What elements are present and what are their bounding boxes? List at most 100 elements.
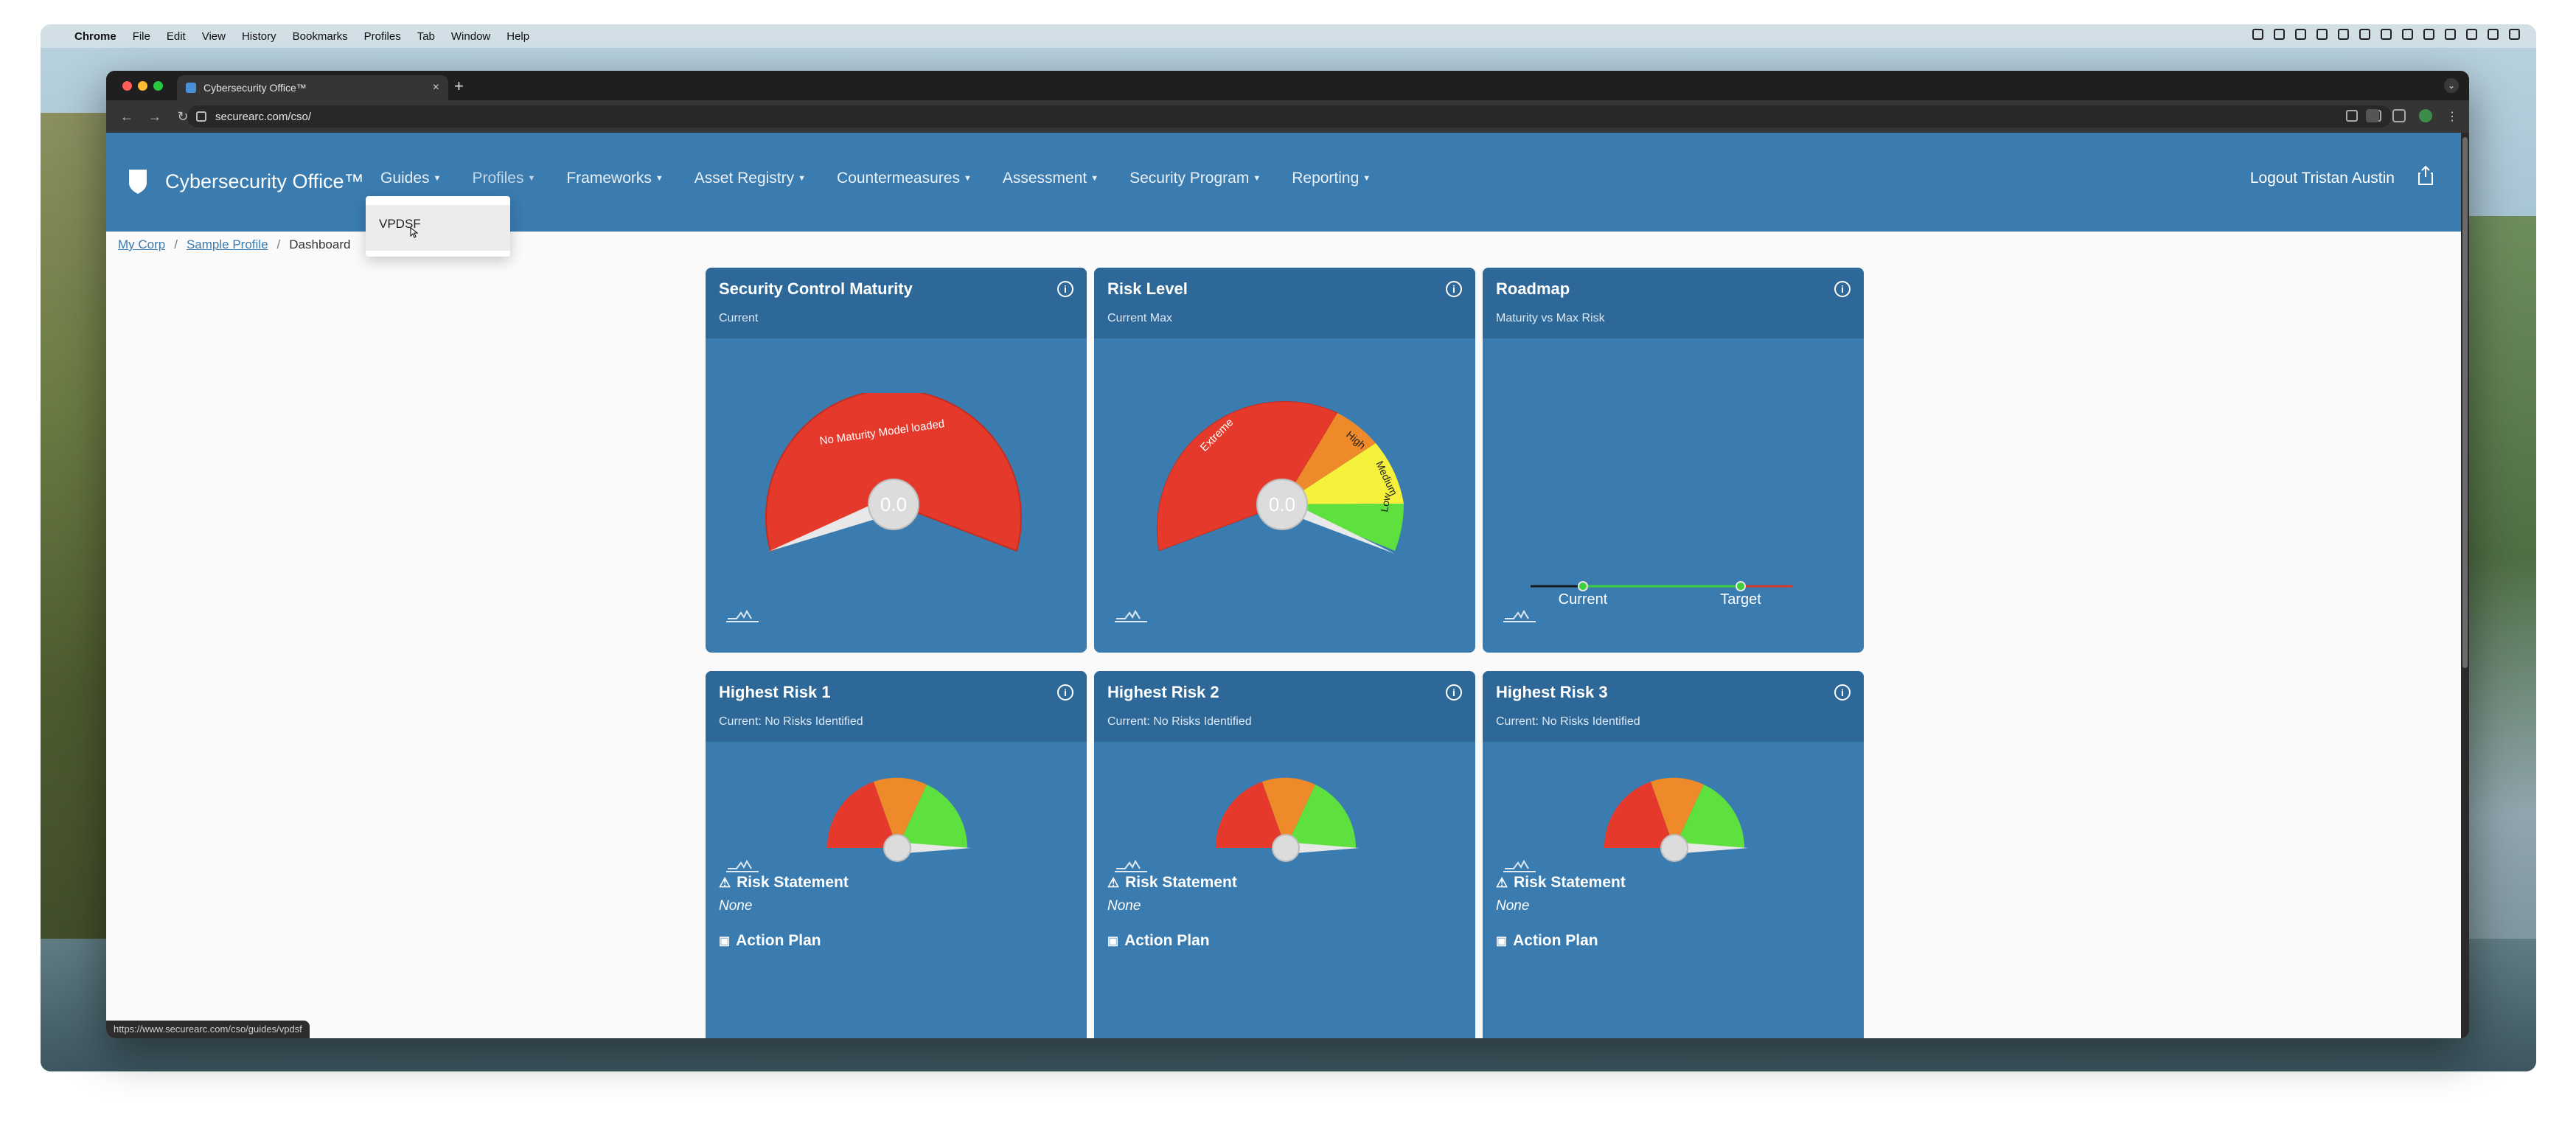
menubar-tab[interactable]: Tab [417,29,435,43]
brand-name: Cybersecurity Office™ [165,170,364,192]
address-bar[interactable]: securearc.com/cso/ [187,105,2392,128]
site-info-icon[interactable] [196,111,206,122]
info-icon[interactable]: i [1834,684,1851,701]
browser-menu-icon[interactable]: ⋮ [2446,111,2458,123]
roadmap-current-label: Current [1559,591,1608,608]
card-header: Highest Risk 2 Current: No Risks Identif… [1094,671,1475,742]
gauge-value: 0.0 [1269,493,1295,515]
trend-chart-icon[interactable] [1113,608,1149,623]
menubar-window[interactable]: Window [450,29,491,43]
new-tab-icon[interactable]: + [454,77,464,95]
card-header: Risk Level Current Max i [1094,268,1475,338]
card-title: Security Control Maturity [719,279,913,298]
info-icon[interactable]: i [1834,281,1851,297]
extensions-puzzle-icon[interactable] [2392,109,2406,122]
menubar-profiles[interactable]: Profiles [363,29,401,43]
favicon-icon [186,83,196,93]
calendar-icon: ▣ [719,935,731,948]
mini-gauge-needle [897,842,971,854]
risk-statement-label-text: Risk Statement [1514,874,1626,891]
caret-down-icon: ▼ [527,174,536,184]
browser-tab[interactable]: Cybersecurity Office™ × [177,75,448,100]
close-tab-icon[interactable]: × [432,81,439,94]
nav-profiles[interactable]: Profiles ▼ [472,170,535,187]
tray-icon[interactable] [2274,29,2285,40]
close-window-icon[interactable] [122,81,132,91]
gauge-arc-maturity [765,393,1022,552]
risk-statement-label: ⚠ Risk Statement [1496,874,1626,892]
nav-assessment[interactable]: Assessment ▼ [1003,170,1099,187]
nav-countermeasures[interactable]: Countermeasures ▼ [837,170,972,187]
zoom-icon[interactable] [2346,110,2358,122]
forward-icon[interactable]: → [148,108,161,124]
nav-frameworks[interactable]: Frameworks ▼ [566,170,663,187]
caret-down-icon: ▼ [433,174,442,184]
trend-chart-icon[interactable] [725,608,760,623]
nav-security-program[interactable]: Security Program ▼ [1129,170,1261,187]
mini-gauge-orange [1651,777,1704,848]
warning-icon: ⚠ [719,875,731,890]
tray-icon[interactable] [2252,29,2263,40]
extension-icon[interactable] [2366,109,2379,122]
mini-gauge-red [826,782,897,848]
tray-icon[interactable] [2338,29,2349,40]
profile-avatar-icon[interactable] [2419,109,2432,122]
maturity-card: Security Control Maturity Current i 0.0 … [706,268,1087,653]
search-icon[interactable] [2488,29,2499,40]
reload-icon[interactable]: ↻ [177,108,189,124]
risk-level-gauge: Extreme High Medium Low 0.0 [1156,401,1404,554]
mini-gauge-hub [1660,834,1688,862]
risk-level-card: Risk Level Current Max i Extreme High Me… [1094,268,1475,653]
breadcrumb-my-corp[interactable]: My Corp [118,237,166,251]
maximize-window-icon[interactable] [153,81,163,91]
info-icon[interactable]: i [1446,684,1462,701]
menubar-edit[interactable]: Edit [166,29,186,43]
nav-reporting[interactable]: Reporting ▼ [1292,170,1371,187]
nav-frameworks-label: Frameworks [566,170,652,187]
share-icon[interactable] [2417,165,2434,186]
menubar-history[interactable]: History [241,29,276,43]
gauge-segment-high [1282,413,1376,504]
brand[interactable]: Cybersecurity Office™ [127,168,364,195]
calendar-icon: ▣ [1107,935,1119,948]
nav-asset-registry[interactable]: Asset Registry ▼ [695,170,806,187]
info-icon[interactable]: i [1057,281,1073,297]
trend-chart-icon[interactable] [1502,858,1537,873]
dropdown-item-vpdsf[interactable]: VPDSF [366,205,510,251]
tray-icon[interactable] [2423,29,2434,40]
scrollbar-thumb[interactable] [2462,137,2468,668]
url-text[interactable]: securearc.com/cso/ [215,110,312,123]
menubar-file[interactable]: File [132,29,150,43]
back-icon[interactable]: ← [120,108,133,124]
tray-icon[interactable] [2402,29,2413,40]
wallpaper-hill-right [2466,216,2536,1071]
tray-icon[interactable] [2359,29,2370,40]
action-plan-label-text: Action Plan [736,932,821,949]
info-icon[interactable]: i [1446,281,1462,297]
tray-icon[interactable] [2295,29,2306,40]
breadcrumb-sample-profile[interactable]: Sample Profile [186,237,268,251]
logout-link[interactable]: Logout Tristan Austin [2249,170,2395,187]
mini-gauge-red [1215,782,1286,848]
control-center-icon[interactable] [2509,29,2520,40]
menubar-help[interactable]: Help [507,29,530,43]
card-subtitle: Current: No Risks Identified [719,715,863,728]
menubar-app-name[interactable]: Chrome [74,29,116,43]
risk-statement-label-text: Risk Statement [1125,874,1237,891]
trend-chart-icon[interactable] [1502,608,1537,623]
nav-guides[interactable]: Guides ▼ [380,170,441,187]
menubar-view[interactable]: View [201,29,226,43]
trend-chart-icon[interactable] [725,858,760,873]
status-bar-url: https://www.securearc.com/cso/guides/vpd… [106,1021,310,1038]
tray-icon[interactable] [2316,29,2328,40]
trend-chart-icon[interactable] [1113,858,1149,873]
page-scrollbar[interactable] [2461,133,2469,1038]
menubar-bookmarks[interactable]: Bookmarks [292,29,348,43]
info-icon[interactable]: i [1057,684,1073,701]
wifi-icon[interactable] [2466,29,2477,40]
tab-search-icon[interactable]: ⌄ [2444,78,2459,93]
tray-icon[interactable] [2445,29,2456,40]
tray-icon[interactable] [2381,29,2392,40]
mini-gauge-orange [1262,777,1315,848]
minimize-window-icon[interactable] [138,81,147,91]
